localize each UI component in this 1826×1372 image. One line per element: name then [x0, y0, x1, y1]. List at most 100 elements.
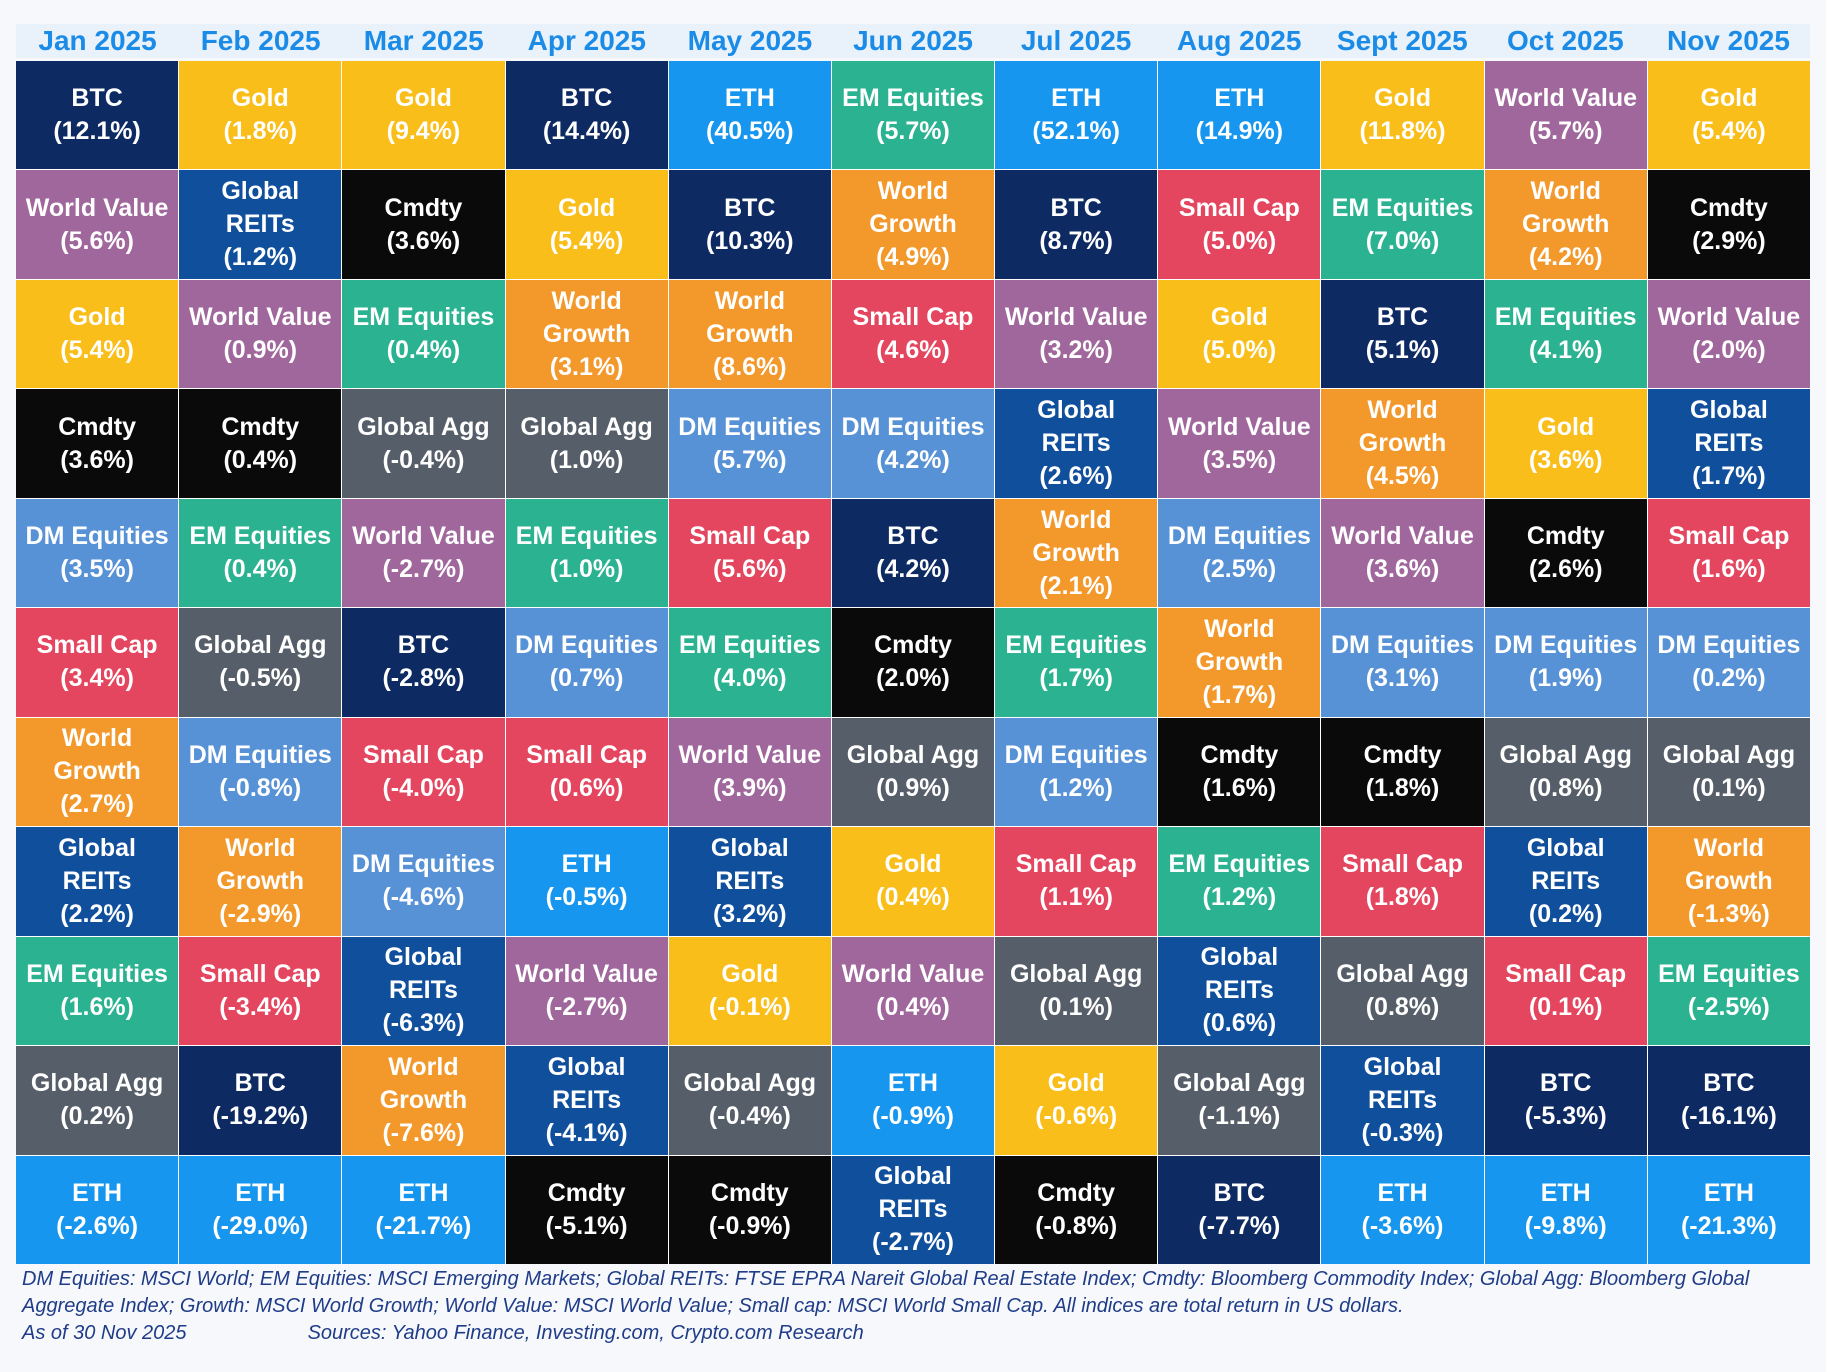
return-cell: Gold (9.4%): [342, 61, 505, 170]
return-value: (-4.0%): [382, 773, 465, 802]
return-value: (0.7%): [549, 664, 624, 693]
return-value: (-0.4%): [708, 1102, 791, 1131]
return-cell: Global Agg (0.1%): [995, 936, 1158, 1046]
return-cell: BTC (4.2%): [831, 498, 995, 608]
return-cell: World Growth (4.2%): [1484, 170, 1647, 279]
return-cell: Global REITs (-0.3%): [1321, 1046, 1484, 1155]
return-value: (-0.1%): [708, 992, 791, 1021]
asset-label: Global REITs: [874, 1162, 952, 1224]
asset-label: Gold: [1537, 412, 1595, 441]
return-cell: World Value (3.6%): [1321, 498, 1484, 608]
asset-label: EM Equities: [352, 303, 495, 332]
asset-label: Global Agg: [520, 412, 653, 441]
month-header: Nov 2025: [1666, 25, 1790, 56]
asset-label: DM Equities: [1004, 740, 1148, 769]
return-cell: Gold (5.4%): [505, 170, 668, 279]
asset-label: Gold: [1210, 303, 1268, 332]
asset-label: Cmdty: [1037, 1178, 1116, 1207]
asset-label: DM Equities: [25, 522, 169, 551]
return-cell: World Value (0.9%): [179, 279, 342, 389]
return-cell: DM Equities (4.2%): [831, 389, 995, 498]
return-value: (8.7%): [1039, 226, 1113, 255]
return-value: (0.1%): [1692, 773, 1766, 802]
asset-label: Cmdty: [710, 1178, 789, 1207]
return-cell: Global REITs (3.2%): [668, 827, 831, 936]
return-cell: Global REITs (-4.1%): [505, 1046, 668, 1155]
month-header: Sept 2025: [1336, 25, 1468, 56]
asset-label: EM Equities: [189, 522, 332, 551]
return-value: (-2.5%): [1687, 992, 1770, 1021]
return-cell: Cmdty (-0.9%): [668, 1155, 831, 1264]
return-cell: Global Agg (0.1%): [1647, 717, 1810, 827]
return-value: (1.2%): [1202, 883, 1277, 912]
return-cell: Small Cap (1.6%): [1647, 498, 1810, 608]
asset-label: Global Agg: [1173, 1069, 1306, 1098]
return-value: (1.6%): [1692, 555, 1766, 584]
return-cell: EM Equities (7.0%): [1321, 170, 1484, 279]
return-value: (-21.3%): [1680, 1211, 1777, 1240]
return-value: (1.7%): [1202, 680, 1277, 709]
asset-label: World Value: [678, 740, 822, 769]
return-cell: Gold (-0.1%): [668, 936, 831, 1046]
return-value: (-5.1%): [545, 1211, 628, 1240]
return-value: (11.8%): [1359, 117, 1446, 146]
return-cell: ETH (-29.0%): [179, 1155, 342, 1264]
return-cell: Gold (3.6%): [1484, 389, 1647, 498]
return-cell: Global Agg (-0.4%): [342, 389, 505, 498]
return-value: (-7.6%): [382, 1118, 465, 1147]
asset-label: BTC: [1050, 193, 1102, 222]
return-value: (1.8%): [1365, 773, 1440, 802]
asset-label: Global Agg: [1336, 959, 1469, 988]
return-cell: Cmdty (1.8%): [1321, 717, 1484, 827]
return-value: (14.4%): [542, 117, 631, 146]
return-value: (4.6%): [876, 336, 950, 365]
return-value: (0.9%): [223, 336, 298, 365]
return-cell: World Value (3.5%): [1158, 389, 1321, 498]
return-value: (8.6%): [712, 352, 787, 381]
return-value: (-5.3%): [1524, 1102, 1607, 1131]
return-value: (3.4%): [60, 664, 134, 693]
asset-label: Global REITs: [1200, 943, 1279, 1005]
return-cell: Small Cap (5.0%): [1158, 170, 1321, 279]
return-cell: ETH (14.9%): [1158, 61, 1321, 170]
return-cell: BTC (-16.1%): [1647, 1046, 1810, 1155]
return-cell: Small Cap (3.4%): [16, 608, 179, 717]
return-value: (1.6%): [60, 992, 134, 1021]
asset-label: Cmdty: [221, 412, 300, 441]
return-value: (2.2%): [60, 899, 134, 928]
return-cell: BTC (5.1%): [1321, 279, 1484, 389]
asset-label: Small Cap: [1342, 850, 1463, 879]
asset-label: EM Equities: [26, 959, 168, 988]
return-cell: World Growth (4.5%): [1321, 389, 1484, 498]
asset-label: Gold: [1374, 84, 1431, 113]
sources: Sources: Yahoo Finance, Investing.com, C…: [307, 1322, 864, 1344]
asset-label: World Growth: [542, 286, 631, 348]
return-cell: ETH (40.5%): [668, 61, 831, 170]
asset-label: Small Cap: [526, 740, 648, 769]
asset-label: Global REITs: [384, 943, 463, 1005]
return-value: (3.9%): [712, 773, 787, 802]
asset-label: Cmdty: [1526, 522, 1605, 551]
return-value: (5.6%): [60, 226, 134, 255]
return-value: (0.4%): [876, 992, 950, 1021]
asset-label: Global Agg: [194, 631, 327, 660]
asset-label: Gold: [68, 303, 126, 332]
asset-label: DM Equities: [188, 740, 332, 769]
return-cell: Cmdty (2.0%): [831, 608, 995, 717]
return-cell: World Growth (-2.9%): [179, 827, 342, 936]
return-value: (3.2%): [712, 899, 787, 928]
return-cell: Gold (0.4%): [831, 827, 995, 936]
return-cell: World Value (0.4%): [831, 936, 995, 1046]
return-value: (-4.6%): [382, 883, 465, 912]
return-cell: World Value (5.7%): [1484, 61, 1647, 170]
return-value: (1.0%): [549, 555, 624, 584]
return-cell: World Growth (1.7%): [1158, 608, 1321, 717]
asset-label: World Growth: [1521, 177, 1610, 239]
return-cell: ETH (-21.7%): [342, 1155, 505, 1264]
return-value: (1.7%): [1039, 664, 1113, 693]
return-value: (-2.7%): [382, 555, 465, 584]
asset-label: Cmdty: [1363, 740, 1442, 769]
asset-label: Global REITs: [1037, 396, 1116, 458]
month-header: Feb 2025: [200, 25, 321, 56]
return-value: (-0.8%): [1035, 1211, 1118, 1240]
